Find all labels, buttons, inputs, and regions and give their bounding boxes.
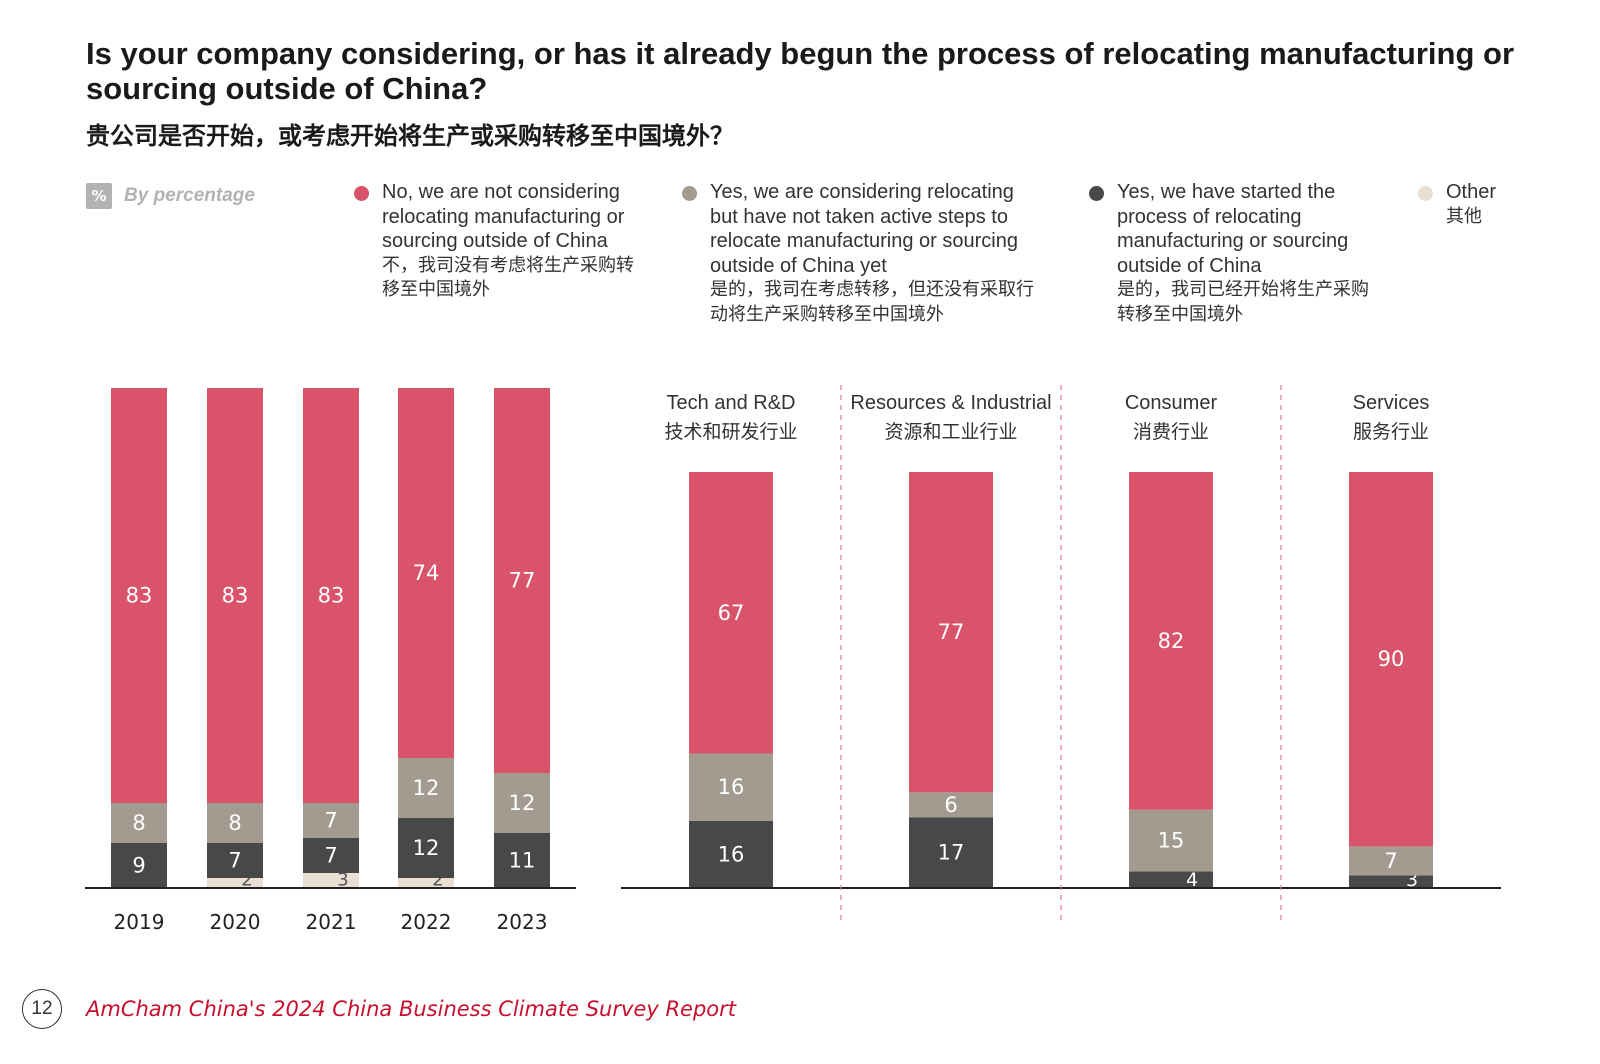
year-data-label: 83 bbox=[126, 584, 153, 608]
year-bar-no bbox=[303, 388, 359, 803]
industry-bar-yes-considering bbox=[1129, 809, 1213, 872]
year-data-label: 83 bbox=[222, 584, 249, 608]
industry-bar-yes-started bbox=[1349, 875, 1433, 888]
percent-icon: % bbox=[86, 183, 112, 209]
industry-bar-no bbox=[909, 472, 993, 793]
unit-label: By percentage bbox=[124, 185, 255, 206]
legend-label-zh: 是的，我司已经开始将生产采购转移至中国境外 bbox=[1117, 279, 1369, 325]
industry-category-label-zh: 技术和研发行业 bbox=[664, 421, 797, 443]
industry-bar-no bbox=[689, 472, 773, 754]
unit-indicator: % By percentage bbox=[86, 183, 255, 209]
industry-category-label-zh: 消费行业 bbox=[1133, 421, 1209, 443]
year-data-label: 2 bbox=[241, 870, 252, 891]
industry-data-label: 82 bbox=[1158, 629, 1185, 653]
industry-data-label: 7 bbox=[1384, 849, 1397, 873]
year-bar-yes-started bbox=[398, 818, 454, 878]
legend-label-en: Other bbox=[1446, 181, 1497, 203]
year-data-label: 7 bbox=[324, 809, 337, 833]
legend-swatch-started bbox=[1089, 186, 1104, 201]
chart-title: Is your company considering, or has it a… bbox=[86, 36, 1515, 106]
industry-data-label: 16 bbox=[718, 775, 745, 799]
year-data-label: 11 bbox=[509, 849, 536, 873]
year-tick-label: 2023 bbox=[497, 910, 548, 934]
page-number: 12 bbox=[22, 989, 62, 1029]
year-bar-other bbox=[207, 878, 263, 888]
year-data-label: 12 bbox=[413, 776, 440, 800]
year-data-label: 83 bbox=[318, 584, 345, 608]
footer: 12 AmCham China's 2024 China Business Cl… bbox=[22, 989, 736, 1029]
year-tick-label: 2019 bbox=[114, 910, 165, 934]
legend-item-considering: Yes, we are considering relocating but h… bbox=[682, 180, 1047, 327]
industry-category-label: Resources & Industrial bbox=[850, 392, 1051, 414]
legend-label-en: Yes, we are considering relocating but h… bbox=[710, 181, 1018, 277]
year-bar-no bbox=[398, 388, 454, 758]
industry-category-label: Services bbox=[1353, 392, 1430, 414]
legend-label-en: No, we are not considering relocating ma… bbox=[382, 181, 625, 252]
legend-label-en: Yes, we have started the process of relo… bbox=[1117, 181, 1349, 277]
year-bar-yes-started bbox=[303, 838, 359, 873]
legend-label-zh: 是的，我司在考虑转移，但还没有采取行动将生产采购转移至中国境外 bbox=[710, 279, 1034, 325]
industry-data-label: 77 bbox=[938, 620, 965, 644]
industry-bar-yes-considering bbox=[689, 753, 773, 821]
year-tick-label: 2021 bbox=[306, 910, 357, 934]
year-data-label: 74 bbox=[413, 561, 440, 585]
year-data-label: 77 bbox=[509, 569, 536, 593]
year-bar-yes-started bbox=[207, 843, 263, 878]
year-data-label: 7 bbox=[228, 849, 241, 873]
year-bar-other bbox=[398, 878, 454, 888]
year-tick-label: 2020 bbox=[210, 910, 261, 934]
industry-category-label: Tech and R&D bbox=[667, 392, 796, 414]
year-bar-yes-considering bbox=[303, 803, 359, 838]
industry-category-label-zh: 服务行业 bbox=[1353, 421, 1429, 443]
industry-bar-no bbox=[1349, 472, 1433, 847]
industry-data-label: 6 bbox=[944, 793, 957, 817]
year-bar-yes-started bbox=[111, 843, 167, 888]
legend-swatch-considering bbox=[682, 186, 697, 201]
year-bar-yes-considering bbox=[398, 758, 454, 818]
industry-category-label-zh: 资源和工业行业 bbox=[884, 421, 1017, 443]
year-bar-yes-considering bbox=[207, 803, 263, 843]
year-data-label: 8 bbox=[132, 811, 145, 835]
footer-title: AmCham China's 2024 China Business Clima… bbox=[86, 997, 736, 1021]
industry-data-label: 15 bbox=[1158, 829, 1185, 853]
year-data-label: 2 bbox=[432, 870, 443, 891]
legend-label-zh: 其他 bbox=[1446, 205, 1482, 227]
chart-subtitle-zh: 贵公司是否开始，或考虑开始将生产或采购转移至中国境外？ bbox=[86, 122, 734, 150]
year-data-label: 9 bbox=[132, 854, 145, 878]
year-bar-other bbox=[303, 873, 359, 888]
year-data-label: 8 bbox=[228, 811, 241, 835]
legend-label-zh: 不，我司没有考虑将生产采购转移至中国境外 bbox=[382, 254, 634, 301]
legend-swatch-other bbox=[1418, 186, 1433, 201]
year-data-label: 7 bbox=[324, 844, 337, 868]
industry-data-label: 17 bbox=[938, 841, 965, 865]
year-bar-yes-considering bbox=[494, 773, 550, 833]
industry-bar-yes-started bbox=[1129, 871, 1213, 888]
industry-bar-yes-started bbox=[689, 820, 773, 888]
industry-bar-yes-started bbox=[909, 817, 993, 888]
industry-data-label: 4 bbox=[1186, 869, 1198, 891]
industry-bar-no bbox=[1129, 472, 1213, 810]
industry-bar-yes-considering bbox=[909, 792, 993, 818]
industry-bar-yes-considering bbox=[1349, 846, 1433, 876]
year-bar-yes-started bbox=[494, 833, 550, 888]
legend-swatch-no bbox=[354, 186, 369, 201]
year-data-label: 3 bbox=[337, 870, 348, 891]
year-tick-label: 2022 bbox=[401, 910, 452, 934]
year-bar-no bbox=[111, 388, 167, 803]
legend-item-started: Yes, we have started the process of relo… bbox=[1089, 180, 1374, 327]
year-data-label: 12 bbox=[509, 791, 536, 815]
legend-item-other: Other 其他 bbox=[1418, 180, 1518, 229]
legend-item-no: No, we are not considering relocating ma… bbox=[354, 180, 644, 303]
industry-data-label: 90 bbox=[1378, 647, 1405, 671]
year-data-label: 12 bbox=[413, 836, 440, 860]
year-bar-no bbox=[494, 388, 550, 773]
industry-data-label: 16 bbox=[718, 842, 745, 866]
industry-data-label: 67 bbox=[718, 601, 745, 625]
year-bar-yes-considering bbox=[111, 803, 167, 843]
year-bar-no bbox=[207, 388, 263, 803]
industry-category-label: Consumer bbox=[1125, 392, 1218, 414]
